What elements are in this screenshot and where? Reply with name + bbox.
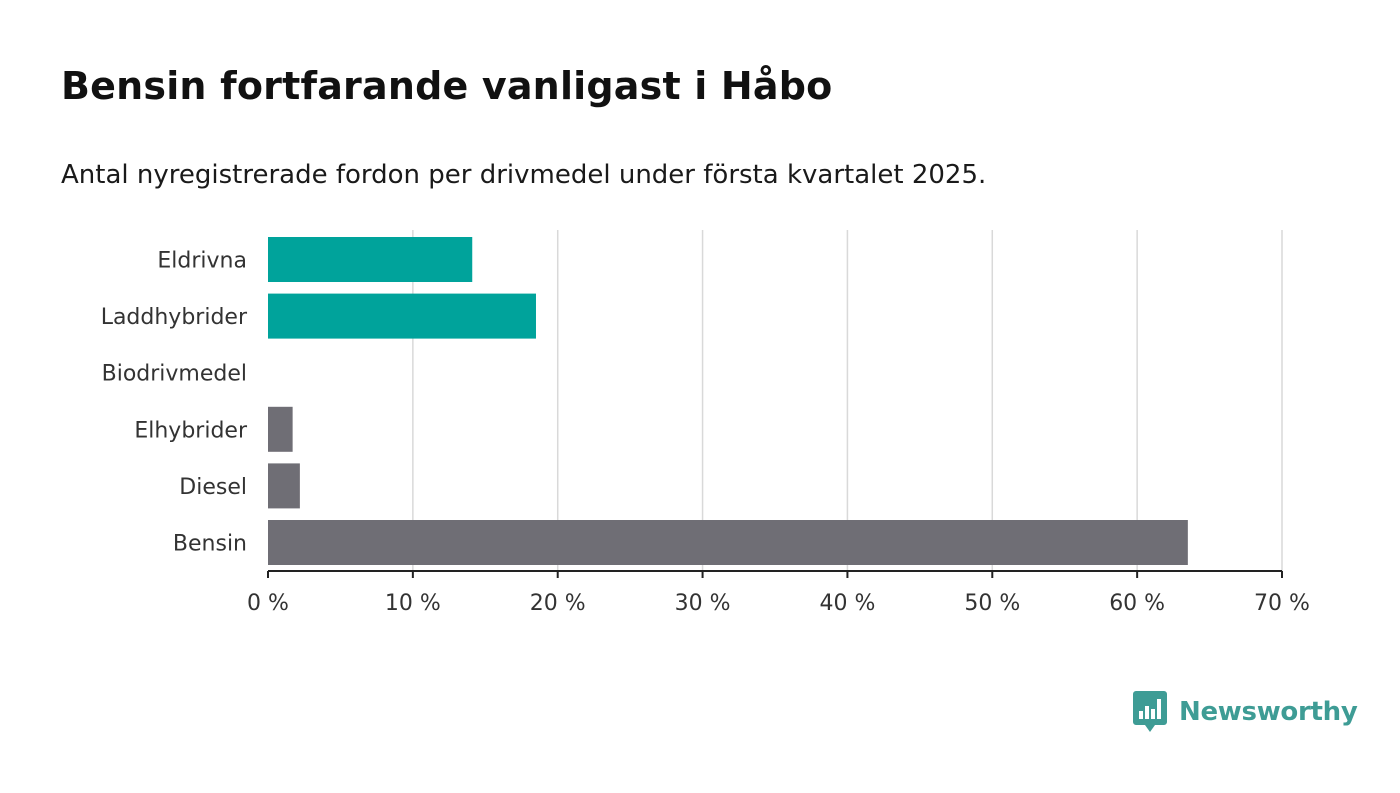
category-labels: Eldrivna Laddhybrider Biodrivmedel Elhybrid…	[101, 249, 248, 557]
category-label: Elhybrider	[134, 418, 248, 443]
chart-subtitle: Antal nyregistrerade fordon per drivmede…	[61, 160, 987, 190]
x-tick-label: 20 %	[530, 591, 586, 616]
chart-title: Bensin fortfarande vanligast i Håbo	[61, 64, 833, 108]
bar-eldrivna	[268, 237, 473, 282]
bar-elhybrider	[268, 406, 293, 452]
category-label: Biodrivmedel	[102, 362, 247, 387]
category-label: Diesel	[179, 475, 247, 500]
x-tick-label: 30 %	[675, 591, 731, 616]
category-label: Bensin	[173, 532, 247, 557]
category-label: Eldrivna	[157, 249, 247, 274]
bar-diesel	[268, 463, 300, 509]
x-tick-label: 10 %	[385, 591, 441, 616]
gridlines	[412, 230, 1283, 571]
x-tick-label: 70 %	[1254, 591, 1310, 616]
bar-bensin	[268, 520, 1188, 565]
x-tick-label: 40 %	[819, 591, 875, 616]
x-tick-label: 0 %	[247, 591, 289, 616]
bar-laddhybrider	[268, 293, 536, 339]
x-axis: 0 % 10 % 20 % 30 % 40 % 50 % 60 % 70 %	[247, 570, 1310, 616]
brand-name: Newsworthy	[1179, 697, 1358, 727]
brand-logo: Newsworthy	[1133, 690, 1358, 734]
bars	[268, 237, 1188, 565]
category-label: Laddhybrider	[101, 305, 248, 330]
x-tick-label: 50 %	[964, 591, 1020, 616]
x-tick-label: 60 %	[1109, 591, 1165, 616]
bar-chart-speech-bubble-icon	[1133, 691, 1167, 732]
